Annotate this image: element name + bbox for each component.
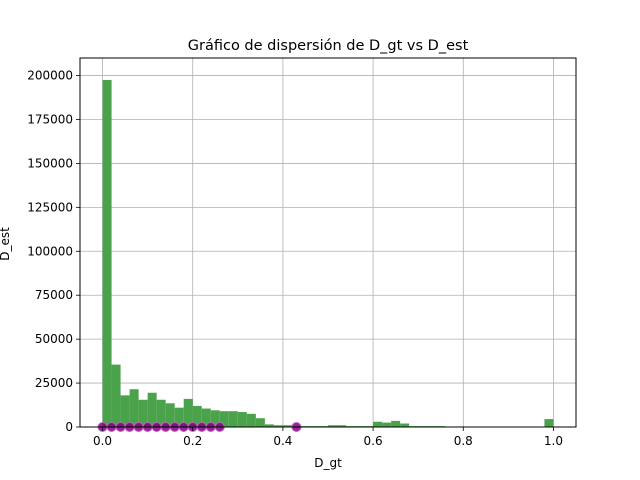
histogram-bar [544,419,554,427]
histogram-bar [219,411,229,427]
y-tick-label: 125000 [27,200,73,214]
histogram-bar [246,413,256,427]
y-tick-label: 50000 [35,332,73,346]
y-tick-label: 75000 [35,288,73,302]
y-tick-label: 100000 [27,244,73,258]
histogram-bar [174,407,184,427]
histogram-bar [264,424,274,427]
y-tick-label: 175000 [27,113,73,127]
histogram-bar [228,411,238,427]
x-tick-label: 0.6 [364,434,383,448]
histogram-bar [201,408,211,427]
histogram-bar [192,405,202,427]
histogram-bar [337,425,347,427]
histogram-bars [102,79,554,427]
histogram-bar [138,399,148,427]
histogram-bar [273,425,283,427]
histogram-bar [120,395,130,427]
histogram-bar [102,79,112,427]
histogram-bar [165,403,175,427]
y-tick-label: 0 [65,420,73,434]
y-axis-ticks: 0 25000 50000 75000 100000 125000 150000 175000… [27,69,80,434]
histogram-bar [391,420,401,427]
x-tick-label: 1.0 [544,434,563,448]
histogram-bar [111,364,121,427]
grid-lines [80,58,576,428]
histogram-bar [382,422,392,427]
chart-title: Gráfico de dispersión de D_gt vs D_est [188,38,469,54]
plot-frame [79,57,577,428]
histogram-bar [255,418,265,427]
x-axis-label: D_gt [314,456,342,470]
histogram-bar [282,425,292,427]
y-axis-label: D_est [0,227,12,261]
x-axis-ticks: 0.0 0.2 0.4 0.6 0.8 1.0 [93,427,563,448]
histogram-bar [400,423,410,427]
y-tick-label: 150000 [27,156,73,170]
x-tick-label: 0.4 [273,434,292,448]
histogram-bar [147,392,157,427]
histogram-bar [373,421,383,427]
y-tick-label: 200000 [27,69,73,83]
histogram-bar [183,398,193,427]
histogram-bar [129,389,139,427]
x-tick-label: 0.0 [93,434,112,448]
histogram-bar [156,399,166,427]
histogram-bar [328,425,338,427]
histogram-bar [210,410,220,427]
x-tick-label: 0.2 [183,434,202,448]
y-tick-label: 25000 [35,376,73,390]
histogram-bar [237,412,247,427]
x-tick-label: 0.8 [454,434,473,448]
